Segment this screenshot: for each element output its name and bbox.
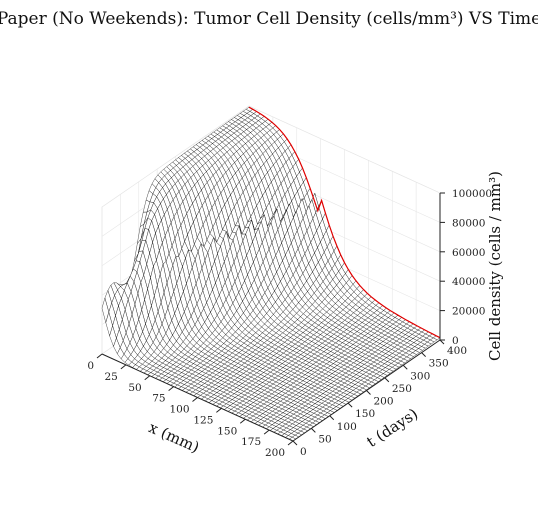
y-tick-label: 100: [337, 421, 357, 433]
chart-title: Paper (No Weekends): Tumor Cell Density …: [0, 9, 538, 29]
x-tick-label: 25: [105, 371, 118, 383]
z-tick-label: 80000: [452, 217, 485, 229]
density-surface: [101, 106, 441, 442]
x-tick-label: 75: [152, 393, 165, 405]
x-tick-label: 50: [128, 382, 141, 394]
y-tick-label: 200: [374, 396, 394, 408]
y-tick-label: 250: [392, 383, 412, 395]
z-tick-label: 60000: [452, 247, 485, 259]
y-tick-label: 150: [355, 408, 375, 420]
x-tick-label: 0: [87, 360, 94, 372]
x-tick-label: 100: [169, 404, 189, 416]
y-tick-label: 400: [447, 345, 467, 357]
z-tick-label: 20000: [452, 306, 485, 318]
highlight-edge: [248, 106, 441, 339]
y-tick-label: 300: [410, 370, 430, 382]
z-tick-label: 100000: [452, 188, 492, 200]
x-tick-label: 175: [241, 436, 261, 448]
z-tick-label: 0: [452, 335, 459, 347]
z-tick-label: 40000: [452, 276, 485, 288]
y-tick-label: 0: [300, 446, 307, 458]
x-tick-label: 125: [193, 414, 213, 426]
x-tick-label: 150: [217, 425, 237, 437]
x-tick-label: 200: [265, 447, 285, 459]
y-tick-label: 50: [318, 433, 331, 445]
z-axis-label: Cell density (cells / mm³): [486, 171, 504, 361]
y-tick-label: 350: [429, 358, 449, 370]
